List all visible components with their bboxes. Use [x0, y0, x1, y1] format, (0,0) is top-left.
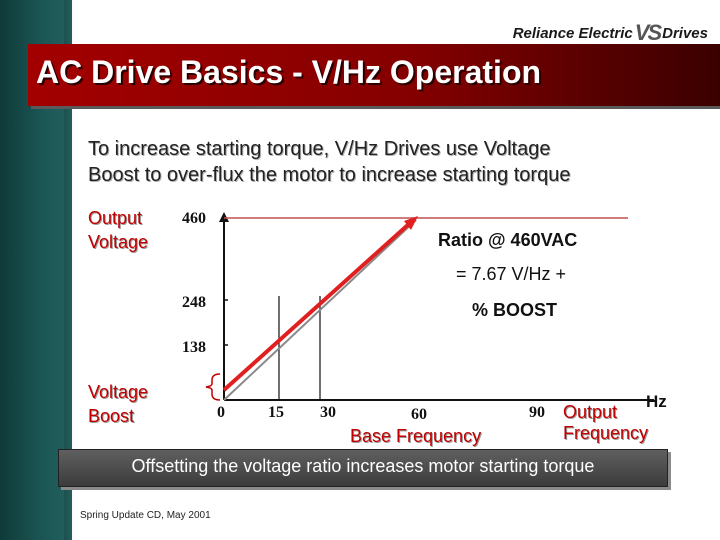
boost-vhz-line — [222, 221, 412, 392]
output-frequency-line-2: Frequency — [563, 423, 649, 443]
ratio-note-line-2: = 7.67 V/Hz + — [456, 264, 567, 284]
base-vhz-line — [223, 219, 417, 401]
y-axis-label-line-1: Output — [88, 208, 143, 228]
conclusion-text: Offsetting the voltage ratio increases m… — [131, 456, 595, 476]
ratio-note-line-1: Ratio @ 460VAC — [438, 230, 578, 250]
conclusion-banner: Offsetting the voltage ratio increases m… — [58, 449, 668, 487]
output-frequency-label: Output Frequency — [563, 402, 648, 444]
y-tick-label-138: 138 — [182, 339, 206, 356]
x-tick-label-60: 60 — [411, 406, 427, 423]
title-banner: AC Drive Basics - V/Hz Operation — [28, 44, 720, 106]
y-tick-label-460: 460 — [182, 210, 206, 227]
boost-label: Voltage Boost — [88, 380, 148, 428]
y-tick-label-248: 248 — [182, 294, 206, 311]
x-tick-label-90: 90 — [529, 404, 545, 421]
x-tick-label-15: 15 — [268, 404, 284, 421]
boost-brace-icon — [205, 373, 221, 401]
brand-logo: Reliance Electric VS Drives — [513, 18, 708, 48]
y-axis-label-line-2: Voltage — [88, 232, 149, 252]
boost-label-line-2: Boost — [88, 406, 135, 426]
hz-unit-label: Hz — [646, 392, 667, 411]
x-tick-label-0: 0 — [217, 404, 225, 421]
page-title: AC Drive Basics - V/Hz Operation — [36, 54, 542, 90]
intro-text: To increase starting torque, V/Hz Drives… — [88, 136, 688, 188]
brand-name: Reliance Electric — [512, 24, 633, 42]
output-frequency-line-1: Output — [563, 402, 618, 422]
x-tick-label-30: 30 — [320, 404, 336, 421]
base-frequency-label: Base Frequency — [350, 426, 482, 446]
ratio-note-line-3: % BOOST — [472, 300, 558, 320]
intro-line-2: Boost to over-flux the motor to increase… — [88, 164, 571, 186]
footnote: Spring Update CD, May 2001 — [80, 510, 211, 521]
brand-suffix: Drives — [662, 24, 708, 42]
brand-mark-icon: VS — [634, 20, 662, 45]
boost-label-line-1: Voltage — [88, 382, 149, 402]
y-axis-label: Output Voltage — [88, 206, 148, 254]
boost-line-arrow-icon — [404, 216, 418, 230]
left-band-shade — [64, 0, 74, 540]
y-axis-arrow-icon — [219, 212, 229, 222]
intro-line-1: To increase starting torque, V/Hz Drives… — [88, 138, 551, 160]
